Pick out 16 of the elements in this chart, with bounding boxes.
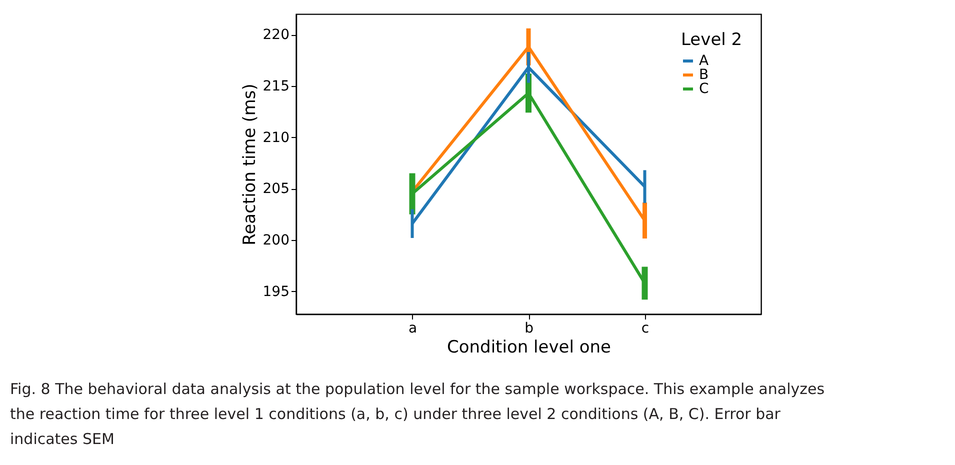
legend-label: A [699, 53, 709, 69]
y-tick-label: 205 [262, 181, 290, 198]
y-tick-label: 210 [262, 130, 290, 146]
legend-label: B [699, 67, 709, 83]
legend-label: C [699, 81, 709, 97]
y-axis-title: Reaction time (ms) [240, 84, 260, 246]
x-tick-label: c [641, 320, 650, 336]
y-tick-label: 215 [262, 78, 290, 94]
y-tick-label: 200 [262, 232, 290, 249]
caption: Fig. 8 The behavioral data analysis at the population level for the sample workspace. This example analyzes the reaction time for three level 1 conditions (a, b, c) under three level 2 conditions (A, B, C). Error bar indicates SEM [10, 380, 825, 448]
x-tick-label: a [408, 320, 418, 336]
y-tick-label: 220 [262, 27, 290, 44]
x-tick-label: b [524, 320, 534, 336]
y-tick-label: 195 [262, 284, 290, 300]
legend-title: Level 2 [681, 30, 742, 50]
x-axis-title: Condition level one [447, 338, 611, 358]
